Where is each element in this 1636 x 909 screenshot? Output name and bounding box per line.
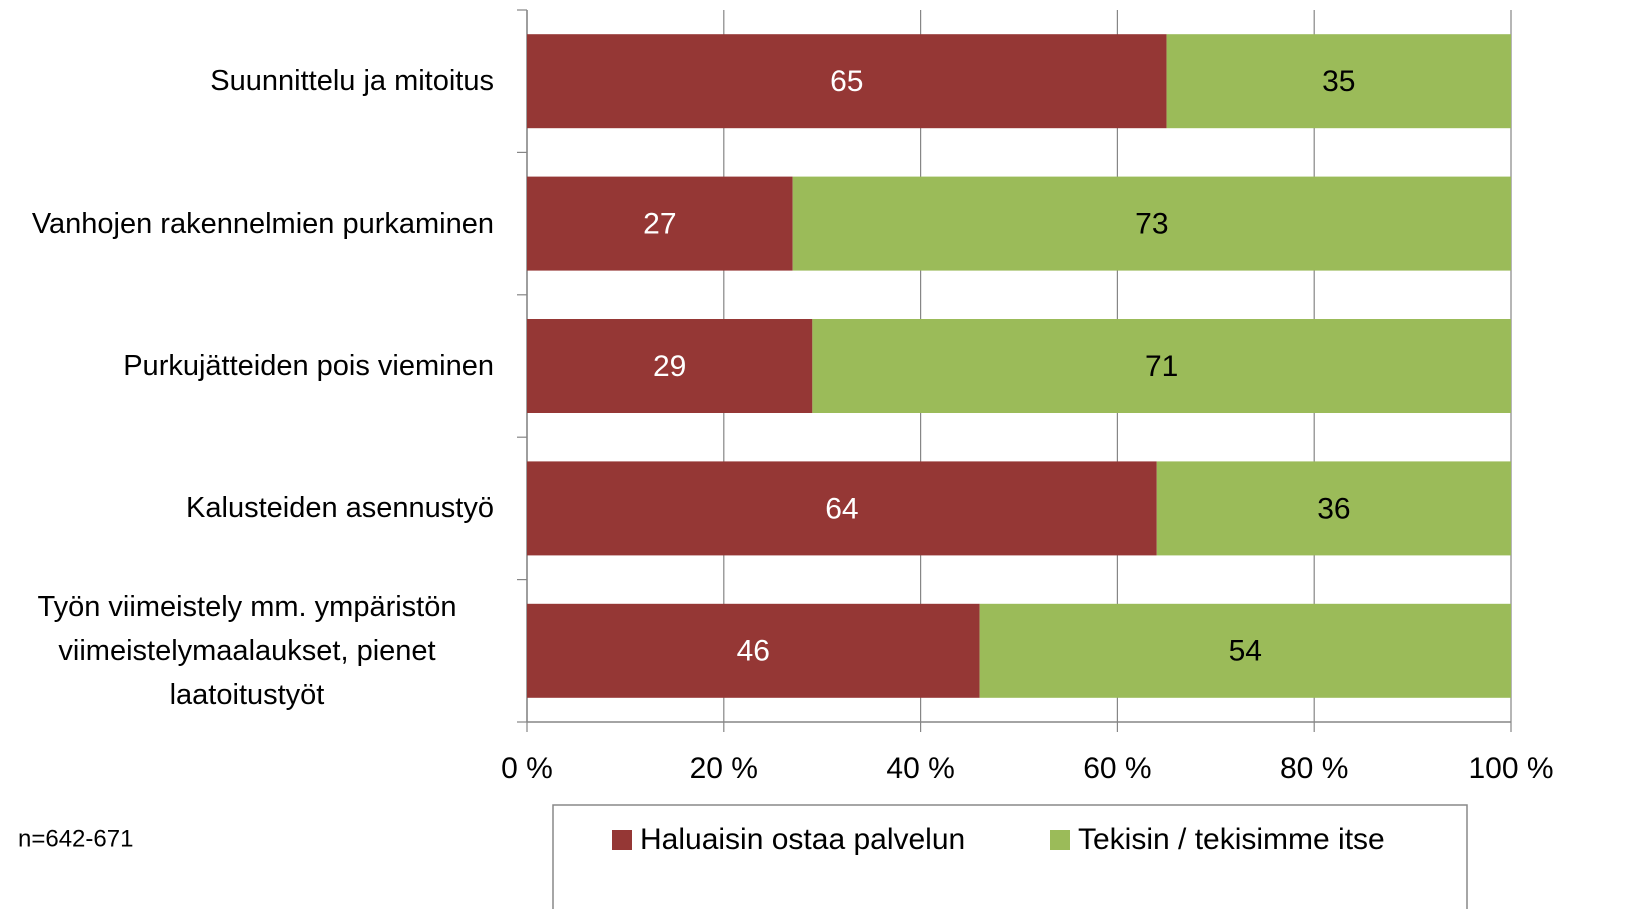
legend-label: Haluaisin ostaa palvelun: [640, 823, 965, 856]
legend-label: Tekisin / tekisimme itse: [1078, 823, 1385, 856]
data-label: 46: [737, 635, 770, 668]
data-label: 36: [1317, 492, 1350, 525]
x-tick-label: 80 %: [1280, 752, 1348, 785]
legend-swatch: [612, 830, 632, 850]
data-label: 73: [1135, 208, 1168, 241]
data-label: 27: [643, 208, 676, 241]
bar-segment: [527, 176, 793, 271]
bar-segment: [1166, 34, 1511, 129]
bar-segment: [527, 34, 1167, 129]
bar-segment: [527, 603, 980, 698]
bar-segment: [792, 176, 1511, 271]
bar-segment: [979, 603, 1511, 698]
data-label: 35: [1322, 65, 1355, 98]
data-label: 71: [1145, 350, 1178, 383]
bar-segment: [527, 461, 1157, 556]
data-label: 54: [1229, 635, 1262, 668]
bar-segment: [1156, 461, 1511, 556]
x-tick-label: 100 %: [1468, 752, 1553, 785]
x-tick-label: 60 %: [1083, 752, 1151, 785]
x-tick-label: 40 %: [886, 752, 954, 785]
bar-segment: [527, 319, 813, 413]
x-tick-label: 20 %: [690, 752, 758, 785]
data-label: 65: [830, 65, 863, 98]
legend-swatch: [1050, 830, 1070, 850]
data-label: 64: [825, 492, 858, 525]
data-label: 29: [653, 350, 686, 383]
note: n=642-671: [18, 825, 133, 852]
bar-segment: [812, 319, 1511, 413]
legend-box: [552, 804, 1468, 909]
x-tick-label: 0 %: [501, 752, 553, 785]
